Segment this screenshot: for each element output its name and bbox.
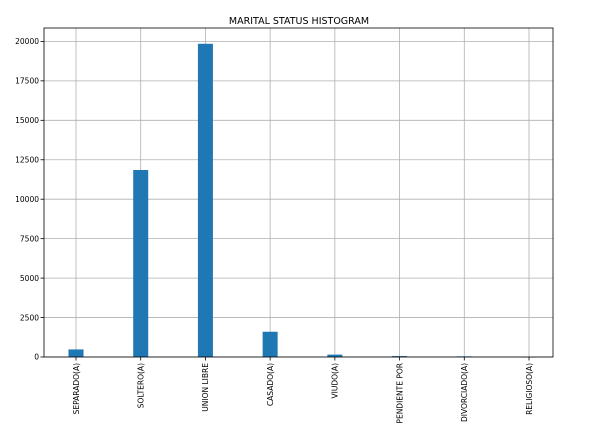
y-tick-label: 0 <box>34 353 39 362</box>
x-tick-label: VIUDO(A) <box>331 363 340 399</box>
x-axis: SEPARADO(A) SOLTERO(A) UNION LIBRE CASADO(A… <box>72 357 534 424</box>
x-tick-label: RELIGIOSO(A) <box>525 363 534 415</box>
bar <box>68 349 84 357</box>
x-tick-label: SOLTERO(A) <box>137 363 146 408</box>
y-tick-label: 12500 <box>15 155 39 164</box>
bar <box>197 43 213 357</box>
bar <box>327 354 343 357</box>
chart-title: MARITAL STATUS HISTOGRAM <box>229 16 369 27</box>
bars <box>68 43 537 358</box>
y-tick-label: 17500 <box>15 77 39 86</box>
bar <box>133 170 149 357</box>
y-axis: 0 2500 5000 7500 10000 12500 15000 17500 20000 <box>15 37 44 362</box>
y-tick-label: 2500 <box>20 313 39 322</box>
y-tick-label: 7500 <box>20 234 39 243</box>
x-tick-label: CASADO(A) <box>266 363 275 406</box>
x-tick-label: SEPARADO(A) <box>72 363 81 414</box>
x-tick-label: PENDIENTE POR <box>395 363 404 424</box>
x-tick-label: DIVORCIADO(A) <box>460 363 469 422</box>
bar <box>262 331 278 357</box>
x-tick-label: UNION LIBRE <box>201 363 210 412</box>
y-tick-label: 20000 <box>15 37 39 46</box>
y-tick-label: 10000 <box>15 195 39 204</box>
y-tick-label: 5000 <box>20 274 39 283</box>
bar <box>392 356 408 357</box>
plot-frame <box>43 27 554 358</box>
grid-lines <box>44 28 553 358</box>
y-tick-label: 15000 <box>15 116 39 125</box>
